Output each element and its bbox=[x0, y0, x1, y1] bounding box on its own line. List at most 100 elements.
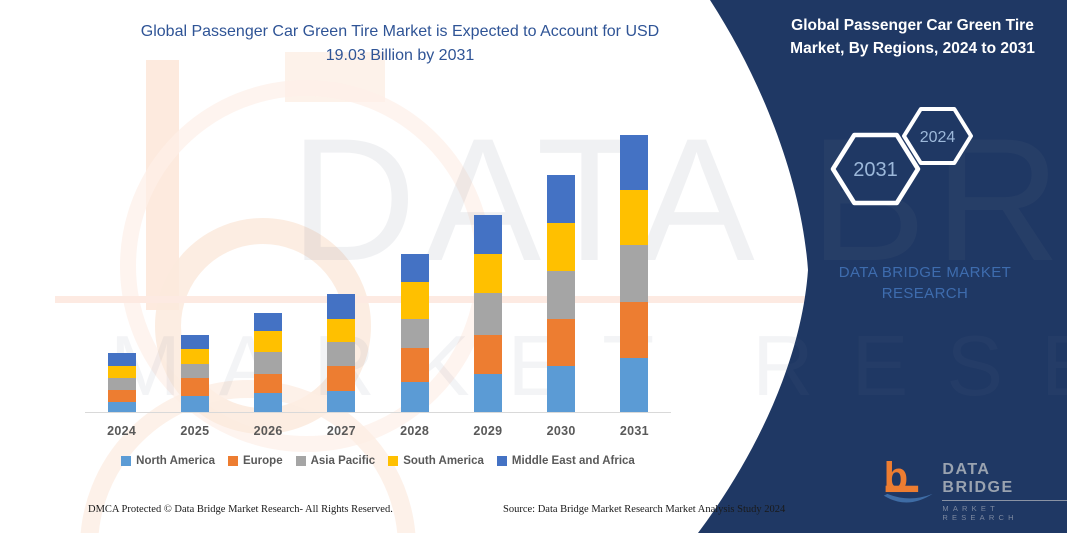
bar-segment-asia-pacific bbox=[180, 364, 209, 379]
bar-segment-asia-pacific bbox=[473, 293, 502, 336]
chart-title: Global Passenger Car Green Tire Market i… bbox=[95, 20, 705, 68]
bar-2027 bbox=[327, 294, 356, 412]
logo-subtitle: MARKET RESEARCH bbox=[942, 504, 1018, 522]
dbmr-logo-mark-icon: b bbox=[883, 455, 933, 503]
bar-segment-europe bbox=[327, 366, 356, 391]
chart-title-line1: Global Passenger Car Green Tire Market i… bbox=[140, 23, 660, 40]
bar-segment-south-america bbox=[254, 331, 283, 352]
bar-segment-north-america bbox=[400, 382, 429, 412]
panel-brand-text: DATA BRIDGE MARKET RESEARCH bbox=[795, 262, 1055, 304]
chart-legend: North America Europe Asia Pacific South Ame… bbox=[85, 455, 671, 467]
bar-segment-north-america bbox=[547, 366, 576, 412]
bar-segment-south-america bbox=[180, 349, 209, 365]
bar-segment-middle-east-and-africa bbox=[547, 175, 576, 224]
bar-segment-north-america bbox=[327, 391, 356, 412]
legend-item-europe: Europe bbox=[227, 455, 283, 467]
hexagon-badge-2031 bbox=[830, 132, 921, 206]
bar-segment-europe bbox=[180, 378, 209, 396]
bar-segment-europe bbox=[473, 335, 502, 375]
legend-swatch-south-america bbox=[388, 456, 399, 466]
legend-swatch-europe bbox=[227, 456, 238, 466]
bar-2025 bbox=[180, 335, 209, 412]
x-axis-label-2031: 2031 bbox=[619, 424, 649, 438]
bar-segment-middle-east-and-africa bbox=[107, 353, 136, 367]
bar-2031 bbox=[620, 135, 649, 412]
bar-segment-south-america bbox=[400, 282, 429, 319]
bar-segment-europe bbox=[254, 373, 283, 394]
x-axis-label-2027: 2027 bbox=[326, 424, 356, 438]
bars-row bbox=[85, 122, 671, 412]
panel-brand-line1: DATA BRIDGE MARKET bbox=[838, 264, 1012, 281]
legend-swatch-north-america bbox=[121, 456, 132, 466]
x-axis-label-2025: 2025 bbox=[180, 424, 210, 438]
bar-segment-asia-pacific bbox=[400, 318, 429, 348]
bar-segment-south-america bbox=[473, 253, 502, 294]
bar-segment-europe bbox=[107, 390, 136, 402]
bar-segment-middle-east-and-africa bbox=[327, 294, 356, 320]
logo-base-bar bbox=[885, 485, 919, 493]
legend-item-middle-east-and-africa: Middle East and Africa bbox=[496, 455, 635, 467]
bar-segment-europe bbox=[620, 301, 649, 358]
legend-label-middle-east-and-africa: Middle East and Africa bbox=[511, 455, 635, 467]
bar-segment-south-america bbox=[327, 319, 356, 342]
x-axis-label-2024: 2024 bbox=[107, 424, 137, 438]
footer: DMCA Protected © Data Bridge Market Rese… bbox=[88, 504, 786, 515]
legend-swatch-middle-east-and-africa bbox=[496, 456, 507, 466]
logo-text: DATA BRIDGE MARKET RESEARCH bbox=[942, 455, 1067, 522]
bar-2028 bbox=[400, 254, 429, 412]
bar-segment-middle-east-and-africa bbox=[473, 214, 502, 254]
legend-item-asia-pacific: Asia Pacific bbox=[295, 455, 376, 467]
panel-brand-line2: RESEARCH bbox=[881, 285, 969, 302]
legend-item-south-america: South America bbox=[388, 455, 484, 467]
dbmr-logo: b DATA BRIDGE MARKET RESEARCH bbox=[882, 455, 1067, 522]
chart-title-line2: 19.03 Billion by 2031 bbox=[325, 47, 475, 64]
bar-2030 bbox=[547, 175, 576, 412]
logo-b-glyph: b bbox=[884, 455, 908, 499]
bar-2029 bbox=[473, 214, 502, 412]
bar-segment-north-america bbox=[254, 393, 283, 412]
bar-segment-asia-pacific bbox=[547, 271, 576, 319]
bar-segment-south-america bbox=[107, 366, 136, 378]
legend-label-asia-pacific: Asia Pacific bbox=[310, 455, 376, 467]
bar-segment-north-america bbox=[180, 395, 209, 412]
panel-heading-line1: Global Passenger Car Green Tire bbox=[791, 17, 1034, 34]
legend-label-europe: Europe bbox=[242, 455, 283, 467]
legend-label-south-america: South America bbox=[403, 455, 484, 467]
legend-label-north-america: North America bbox=[136, 455, 215, 467]
bar-segment-asia-pacific bbox=[254, 351, 283, 374]
badge-2031-label: 2031 bbox=[853, 159, 898, 181]
bar-segment-middle-east-and-africa bbox=[180, 335, 209, 350]
badge-2024-label: 2024 bbox=[920, 129, 956, 146]
source-notice: Source: Data Bridge Market Research Mark… bbox=[503, 504, 786, 515]
bar-segment-middle-east-and-africa bbox=[400, 254, 429, 283]
stacked-bar-chart: 2024 2025 2026 2027 2028 2029 2030 2031 North A… bbox=[85, 122, 671, 467]
bar-segment-middle-east-and-africa bbox=[620, 135, 649, 191]
bar-segment-europe bbox=[547, 318, 576, 366]
bar-segment-asia-pacific bbox=[107, 377, 136, 391]
bar-2024 bbox=[107, 353, 136, 412]
bar-segment-europe bbox=[400, 347, 429, 382]
legend-item-north-america: North America bbox=[121, 455, 215, 467]
hexagon-badge-2024 bbox=[902, 107, 973, 165]
panel-heading: Global Passenger Car Green Tire Market, … bbox=[770, 14, 1055, 60]
dmca-notice: DMCA Protected © Data Bridge Market Rese… bbox=[88, 504, 393, 515]
watermark-stripe bbox=[55, 296, 810, 303]
bar-segment-north-america bbox=[620, 357, 649, 412]
logo-title: DATA BRIDGE bbox=[942, 461, 1067, 501]
x-axis-line bbox=[85, 412, 671, 413]
bar-segment-south-america bbox=[547, 223, 576, 272]
bar-segment-asia-pacific bbox=[327, 341, 356, 366]
bar-2026 bbox=[254, 312, 283, 412]
bar-segment-middle-east-and-africa bbox=[254, 312, 283, 332]
bar-segment-north-america bbox=[107, 401, 136, 412]
bar-segment-south-america bbox=[620, 190, 649, 246]
logo-swoosh bbox=[883, 493, 933, 503]
x-axis-label-2030: 2030 bbox=[546, 424, 576, 438]
x-axis-label-2026: 2026 bbox=[253, 424, 283, 438]
x-axis-label-2029: 2029 bbox=[473, 424, 503, 438]
x-axis-label-2028: 2028 bbox=[400, 424, 430, 438]
x-axis-labels: 2024 2025 2026 2027 2028 2029 2030 2031 bbox=[85, 424, 671, 438]
panel-heading-line2: Market, By Regions, 2024 to 2031 bbox=[790, 40, 1035, 57]
